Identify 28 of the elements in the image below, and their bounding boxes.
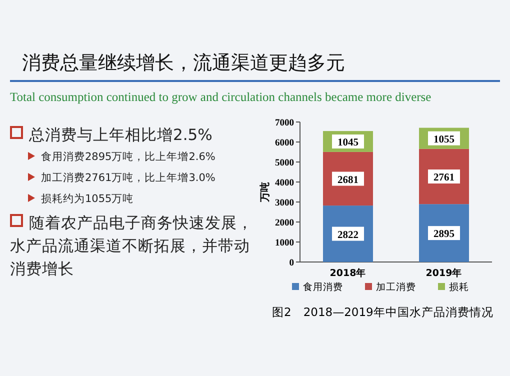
caption: 图2 2018—2019年中国水产品消费情况 — [272, 305, 494, 319]
data-label: 2681 — [338, 174, 358, 186]
legend-label: 食用消费 — [303, 281, 343, 293]
y-tick-label: 2000 — [275, 218, 294, 228]
x-tick-label: 2019年 — [426, 267, 462, 279]
legend-label: 加工消费 — [376, 281, 416, 293]
y-tick-label: 3000 — [275, 198, 294, 208]
y-tick-label: 5000 — [275, 158, 294, 168]
text: 随着农产品电子商务快速发展，水产品流通渠道不断拓展，并带动消费增长 — [10, 213, 254, 280]
y-tick-label: 7000 — [275, 118, 294, 128]
data-label: 2761 — [434, 172, 454, 184]
data-label: 2822 — [338, 230, 358, 241]
y-tick-label: 4000 — [275, 178, 294, 188]
text: 加工消费2761万吨，比上年增3.0% — [41, 172, 216, 184]
y-axis-title: 万吨 — [259, 182, 271, 203]
y-tick-label: 1000 — [275, 238, 294, 248]
data-label: 1045 — [338, 137, 358, 148]
data-label: 1055 — [434, 134, 454, 146]
text: 损耗约为1055万吨 — [41, 193, 134, 205]
legend-label: 损耗 — [449, 281, 469, 293]
y-tick-label: 0 — [289, 258, 294, 268]
data-label: 2895 — [434, 229, 454, 240]
chart-title: 消费总量继续增长，流通渠道更趋多元 — [22, 51, 345, 76]
x-tick-label: 2018年 — [330, 267, 366, 279]
text: 总消费与上年相比增2.5% — [28, 125, 214, 146]
chart-subtitle: Total consumption continued to grow and circulation channels became more diverse — [10, 90, 432, 105]
y-tick-label: 6000 — [275, 138, 294, 148]
text: 食用消费2895万吨，比上年增2.6% — [40, 150, 216, 165]
